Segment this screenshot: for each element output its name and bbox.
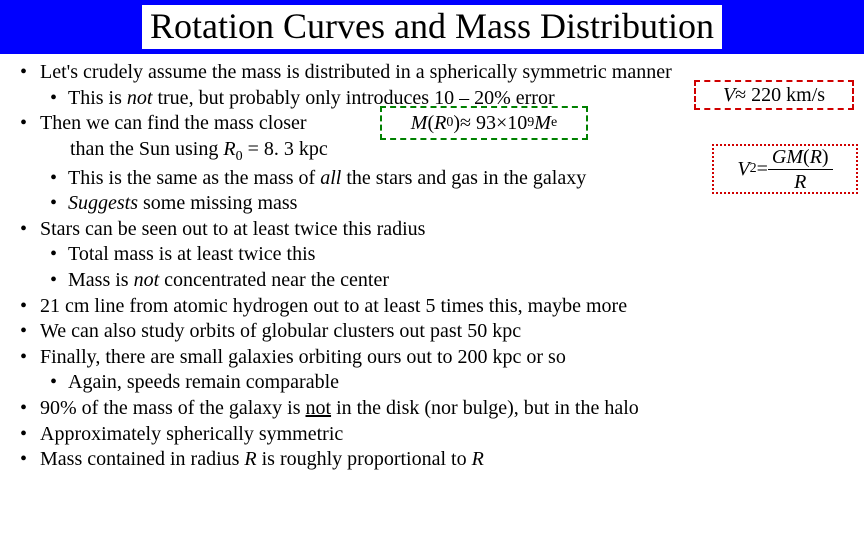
sup-2: 2 [750,161,757,177]
text: than the Sun using [70,138,223,160]
bullet-7: 90% of the mass of the galaxy is not in … [14,396,850,422]
bullet-4: 21 cm line from atomic hydrogen out to a… [14,294,850,320]
text: Mass contained in radius [40,448,244,470]
rparen: ) [822,146,829,168]
denominator: R [790,170,810,192]
formula-v-approx-220: V ≈ 220 km/s [694,80,854,110]
equals: = [757,158,768,181]
text: in the disk (nor bulge), but in the halo [331,397,639,419]
var-R: R [223,138,235,160]
text: the stars and gas in the galaxy [341,167,586,189]
text: ≈ 220 km/s [735,84,825,107]
bullet-3b: Mass is not concentrated near the center [14,268,850,294]
lparen: ( [803,146,810,168]
title-bar: Rotation Curves and Mass Distribution [0,0,864,54]
text: This is the same as the mass of [68,167,320,189]
var-M: M [534,112,551,135]
fraction: GM(R) R [768,147,833,192]
var-R: R [794,171,806,193]
numerator: GM(R) [768,147,833,170]
text: ≈ 93×10 [460,112,527,135]
var-M: M [411,112,428,135]
bullet-8: Approximately spherically symmetric [14,422,850,448]
sub-e: e [551,115,557,131]
underline-not: not [306,397,332,419]
text: some missing mass [138,192,297,214]
formula-v-squared: V2 = GM(R) R [712,144,858,194]
var-V: V [737,158,749,181]
bullet-3a: Total mass is at least twice this [14,242,850,268]
text: = 8. 3 kpc [243,138,328,160]
italic-all: all [320,167,341,189]
rparen: ) [453,112,460,135]
sub-0: 0 [446,115,453,131]
italic-not: not [127,87,153,109]
text: is roughly proportional to [257,448,472,470]
bullet-5: We can also study orbits of globular clu… [14,319,850,345]
text: 90% of the mass of the galaxy is [40,397,306,419]
italic-suggests: Suggests [68,192,138,214]
bullet-3: Stars can be seen out to at least twice … [14,217,850,243]
page-title: Rotation Curves and Mass Distribution [142,5,722,48]
var-R: R [472,448,484,470]
sub-0: 0 [236,149,243,164]
text: This is [68,87,127,109]
text: concentrated near the center [159,269,389,291]
var-R: R [244,448,256,470]
bullet-9: Mass contained in radius R is roughly pr… [14,447,850,473]
formula-mass-r0: M(R0) ≈ 93×109 Me [380,106,588,140]
var-GM: GM [772,146,803,168]
bullet-6: Finally, there are small galaxies orbiti… [14,345,850,371]
text: Mass is [68,269,134,291]
italic-not: not [134,269,160,291]
var-R: R [434,112,446,135]
var-V: V [723,84,735,107]
var-R: R [810,146,822,168]
bullet-2b: Suggests some missing mass [14,191,850,217]
bullet-6a: Again, speeds remain comparable [14,370,850,396]
